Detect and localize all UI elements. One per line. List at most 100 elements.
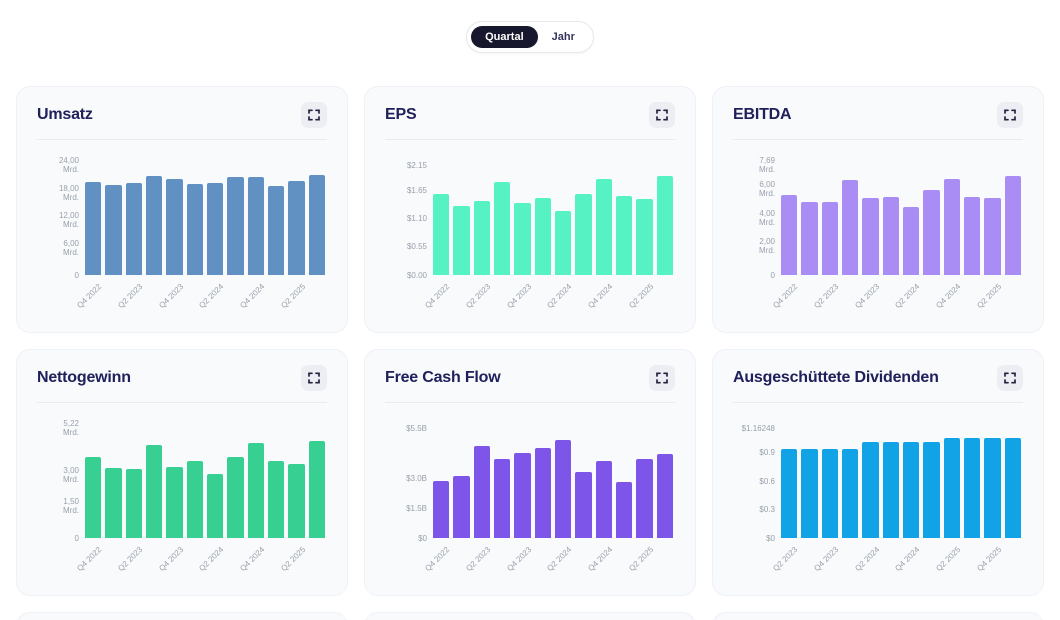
bar — [984, 438, 1001, 538]
x-tick-label: Q2 2023 — [116, 545, 145, 574]
y-tick-unit: Mrd. — [759, 217, 775, 227]
expand-button[interactable] — [649, 365, 675, 391]
card-title: Ausgeschüttete Dividenden — [733, 369, 939, 386]
y-tick-value: $1.16248 — [741, 423, 775, 433]
y-tick-label: $1.16248 — [733, 424, 775, 433]
bar — [288, 181, 305, 275]
bar — [615, 196, 633, 275]
y-tick-label: $0.55 — [385, 242, 427, 251]
y-axis: 24,00 Mrd. 18,00 Mrd. 12,00 Mrd. 6,00 Mrd. 0 — [37, 142, 79, 320]
toggle-option-quartal[interactable]: Quartal — [471, 26, 538, 48]
y-tick-label: $0 — [385, 534, 427, 543]
bar — [288, 464, 305, 538]
y-axis: $1.16248 $0.9 $0.6 $0.3 $0 — [733, 405, 775, 583]
x-tick-label: Q4 2022 — [771, 282, 800, 311]
y-tick-label: 6,00 Mrd. — [733, 180, 775, 198]
bar — [433, 194, 450, 275]
x-tick-label: Q2 2024 — [197, 282, 226, 311]
bar — [781, 195, 798, 275]
bar — [882, 442, 899, 538]
bar — [145, 445, 163, 538]
card-title: EPS — [385, 106, 417, 123]
y-tick-value: 1,50 — [63, 497, 79, 507]
bar — [575, 472, 592, 538]
y-tick-label: 6,00 Mrd. — [37, 239, 79, 257]
bars-area — [781, 165, 1021, 275]
bar — [554, 211, 572, 275]
header-divider — [37, 402, 327, 403]
y-tick-label: 0 — [37, 271, 79, 280]
bar — [801, 449, 818, 538]
x-tick-label: Q2 2025 — [934, 545, 963, 574]
y-tick-label: 18,00 Mrd. — [37, 184, 79, 202]
bar — [841, 180, 859, 275]
bar — [554, 440, 572, 538]
x-tick-label: Q4 2022 — [75, 545, 104, 574]
toggle-option-jahr[interactable]: Jahr — [538, 26, 589, 48]
y-axis: 5,22 Mrd. 3,00 Mrd. 1,50 Mrd. 0 — [37, 405, 79, 583]
y-tick-value: $0.55 — [406, 242, 427, 252]
x-tick-label: Q4 2022 — [423, 545, 452, 574]
expand-button[interactable] — [997, 365, 1023, 391]
y-tick-label: 0 — [733, 271, 775, 280]
y-tick-unit: Mrd. — [759, 246, 775, 256]
x-axis: Q4 2022 Q2 2023 Q4 2023 Q2 2024 Q4 2024 Q2 20… — [423, 282, 673, 316]
y-tick-label: $3.0B — [385, 474, 427, 483]
y-tick-label: 5,22 Mrd. — [37, 419, 79, 437]
card-header: EBITDA — [733, 101, 1023, 129]
y-axis: $5.5B $3.0B $1.5B $0 — [385, 405, 427, 583]
x-tick-label: Q4 2024 — [238, 545, 267, 574]
bar — [453, 476, 470, 538]
fullscreen-icon — [308, 109, 320, 121]
x-axis: Q2 2023 Q4 2023 Q2 2024 Q4 2024 Q2 2025 Q4 20… — [771, 545, 1021, 579]
expand-button[interactable] — [301, 102, 327, 128]
bar — [206, 183, 224, 275]
bar — [85, 182, 102, 275]
x-tick-label: Q2 2024 — [197, 545, 226, 574]
y-tick-label: $1.10 — [385, 214, 427, 223]
y-tick-label: 24,00 Mrd. — [37, 156, 79, 174]
x-tick-label: Q4 2023 — [156, 545, 185, 574]
bar — [166, 467, 183, 538]
y-tick-value: 18,00 — [58, 183, 79, 193]
bar — [534, 448, 551, 538]
chart-card-partial — [16, 612, 348, 620]
bar — [453, 206, 470, 275]
y-tick-unit: Mrd. — [63, 165, 79, 174]
y-tick-value: $1.10 — [406, 214, 427, 224]
x-tick-label: Q2 2025 — [974, 282, 1003, 311]
fullscreen-icon — [308, 372, 320, 384]
y-tick-label: $2.15 — [385, 161, 427, 170]
bar — [841, 449, 859, 538]
y-tick-value: $2.15 — [406, 160, 427, 170]
y-tick-value: $3.0B — [406, 473, 427, 483]
bar — [984, 198, 1001, 275]
charts-grid: Umsatz 24,00 Mrd. 18,00 Mrd. 12,00 Mrd. 6,00 Mr… — [0, 86, 1060, 620]
header-divider — [385, 402, 675, 403]
bar — [862, 198, 879, 275]
x-tick-label: Q2 2023 — [812, 282, 841, 311]
y-tick-value: $0.3 — [759, 505, 775, 515]
x-tick-label: Q4 2023 — [504, 282, 533, 311]
x-tick-label: Q4 2022 — [423, 282, 452, 311]
expand-button[interactable] — [649, 102, 675, 128]
expand-button[interactable] — [301, 365, 327, 391]
bar — [882, 197, 899, 275]
y-tick-value: $0 — [418, 533, 427, 543]
bar — [595, 179, 612, 275]
x-tick-label: Q2 2023 — [116, 282, 145, 311]
y-tick-unit: Mrd. — [63, 506, 79, 516]
fullscreen-icon — [656, 372, 668, 384]
bar — [186, 184, 203, 275]
fullscreen-icon — [1004, 109, 1016, 121]
x-tick-label: Q2 2023 — [464, 282, 493, 311]
expand-button[interactable] — [997, 102, 1023, 128]
y-tick-label: $0.9 — [733, 448, 775, 457]
y-tick-value: $0 — [766, 533, 775, 543]
card-header: Umsatz — [37, 101, 327, 129]
y-tick-value: $5.5B — [406, 423, 427, 433]
bars-area — [85, 428, 325, 538]
bar — [902, 442, 920, 538]
card-title: Umsatz — [37, 106, 93, 123]
y-tick-label: $1.5B — [385, 504, 427, 513]
